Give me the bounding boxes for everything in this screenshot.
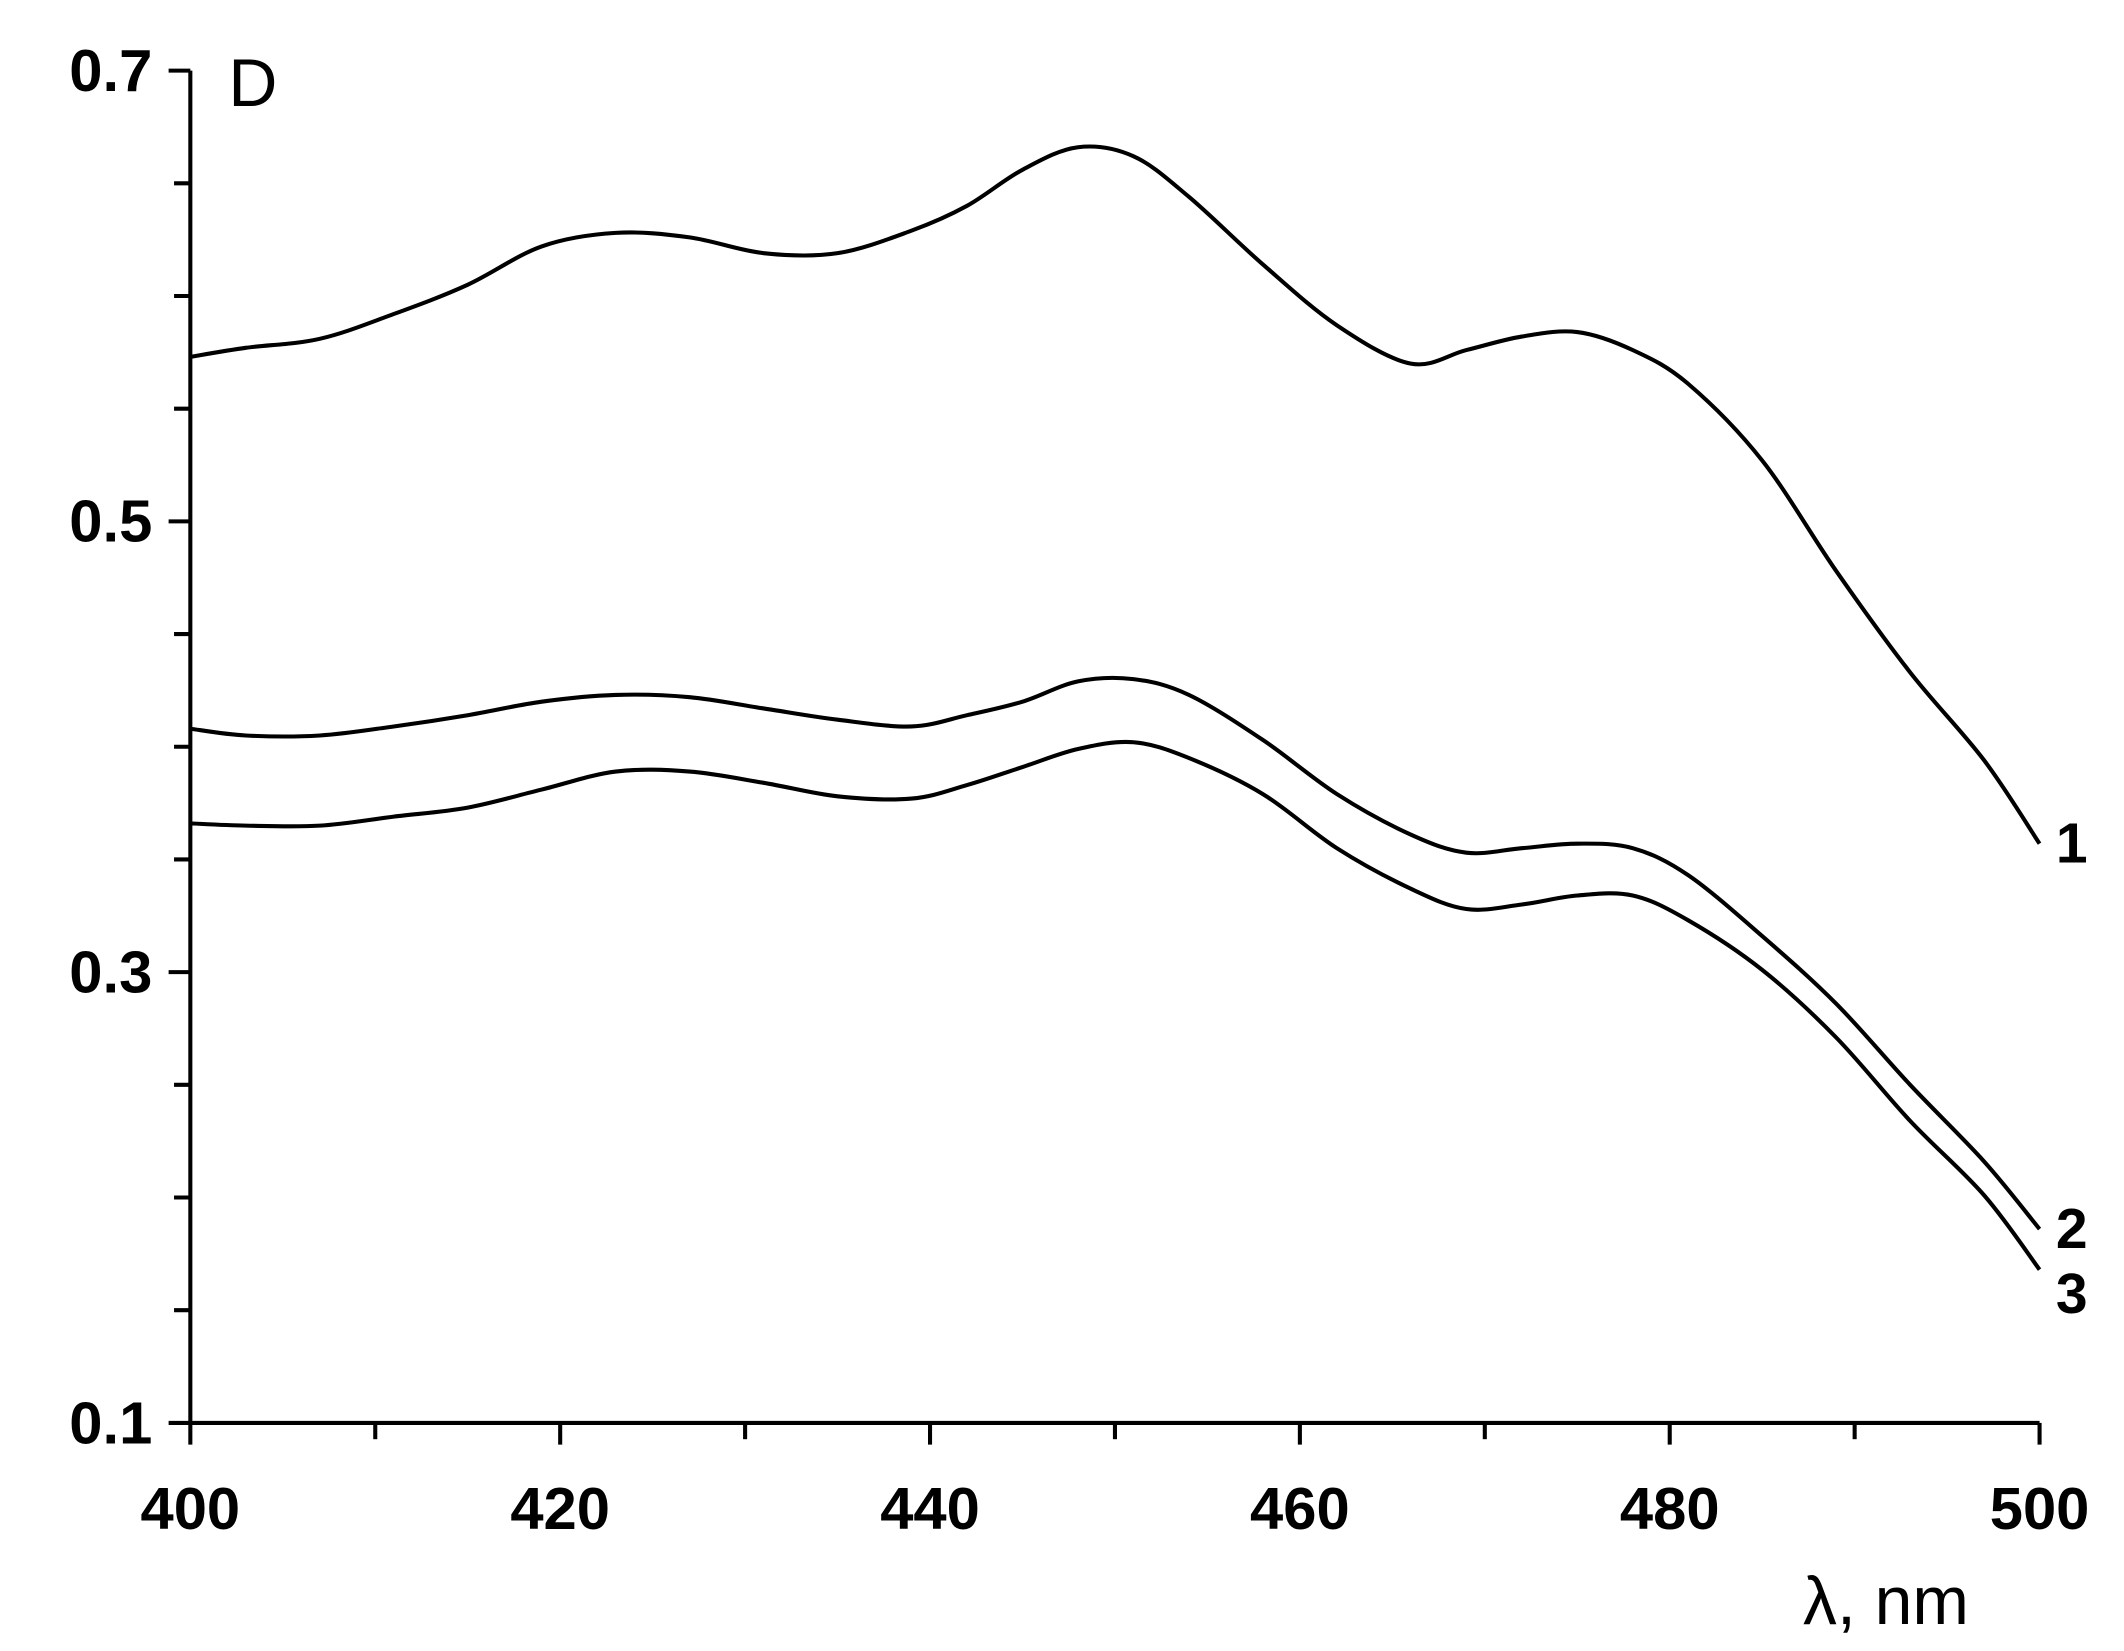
y-tick-label: 0.3 <box>69 939 152 1006</box>
y-tick-label: 0.7 <box>69 37 152 104</box>
x-tick-label: 500 <box>1990 1475 2090 1542</box>
series-label: 2 <box>2056 1197 2088 1261</box>
x-tick-label: 420 <box>510 1475 610 1542</box>
x-axis-title: λ, nm <box>1803 1564 1969 1639</box>
y-axis-title: D <box>228 46 277 121</box>
series-label: 1 <box>2056 812 2088 876</box>
x-tick-label: 400 <box>141 1475 241 1542</box>
y-tick-label: 0.1 <box>69 1389 152 1456</box>
x-tick-label: 460 <box>1250 1475 1350 1542</box>
data-line <box>190 144 2042 845</box>
data-line <box>190 675 2042 1231</box>
x-tick-label: 440 <box>880 1475 980 1542</box>
x-tick-label: 480 <box>1620 1475 1720 1542</box>
series-label: 3 <box>2056 1262 2088 1326</box>
data-line <box>190 739 2042 1271</box>
y-tick-label: 0.5 <box>69 488 152 555</box>
